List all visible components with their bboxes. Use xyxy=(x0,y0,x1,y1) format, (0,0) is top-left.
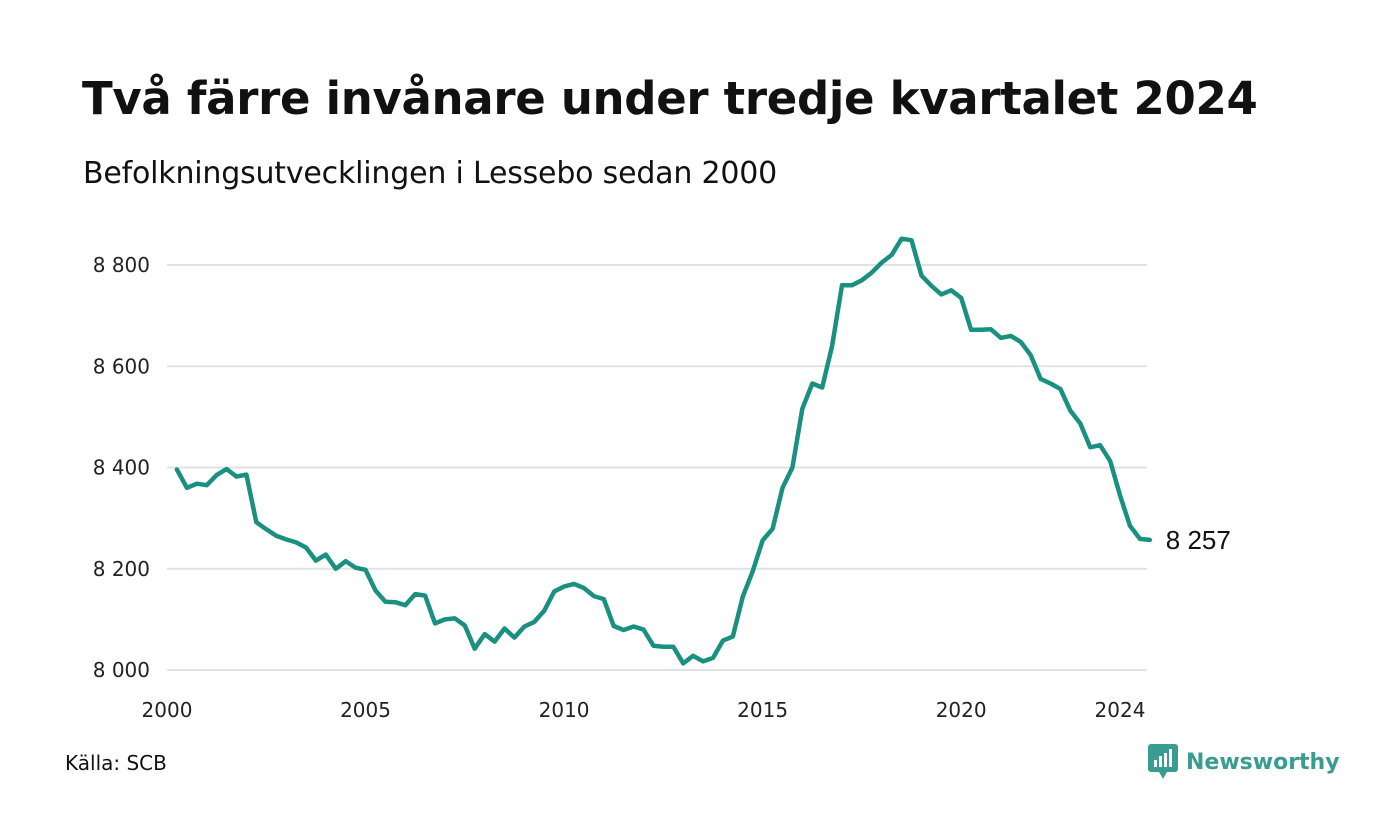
population-line xyxy=(174,236,1153,666)
x-tick-label: 2015 xyxy=(737,698,788,722)
y-tick-label: 8 200 xyxy=(93,557,150,581)
x-tick-label: 2024 xyxy=(1095,698,1146,722)
source-note: Källa: SCB xyxy=(65,751,167,775)
y-axis-labels: 8 000 8 200 8 400 8 600 8 800 xyxy=(93,253,150,682)
newsworthy-logo-icon xyxy=(1148,744,1178,779)
x-tick-label: 2020 xyxy=(936,698,987,722)
y-tick-label: 8 800 xyxy=(93,253,150,277)
chart-title: Två färre invånare under tredje kvartale… xyxy=(82,72,1258,125)
end-value-label: 8 257 xyxy=(1166,525,1231,555)
x-tick-label: 2010 xyxy=(539,698,590,722)
x-axis-labels: 2000 2005 2010 2015 2020 2024 xyxy=(142,698,1146,722)
brand-logo: Newsworthy xyxy=(1148,744,1340,780)
chart-subtitle: Befolkningsutvecklingen i Lessebo sedan … xyxy=(83,156,778,191)
x-tick-label: 2000 xyxy=(142,698,193,722)
y-tick-label: 8 400 xyxy=(93,456,150,480)
x-tick-label: 2005 xyxy=(340,698,391,722)
gridlines xyxy=(167,264,1147,671)
y-tick-label: 8 600 xyxy=(93,354,150,378)
brand-name: Newsworthy xyxy=(1186,749,1340,775)
y-tick-label: 8 000 xyxy=(93,658,150,682)
